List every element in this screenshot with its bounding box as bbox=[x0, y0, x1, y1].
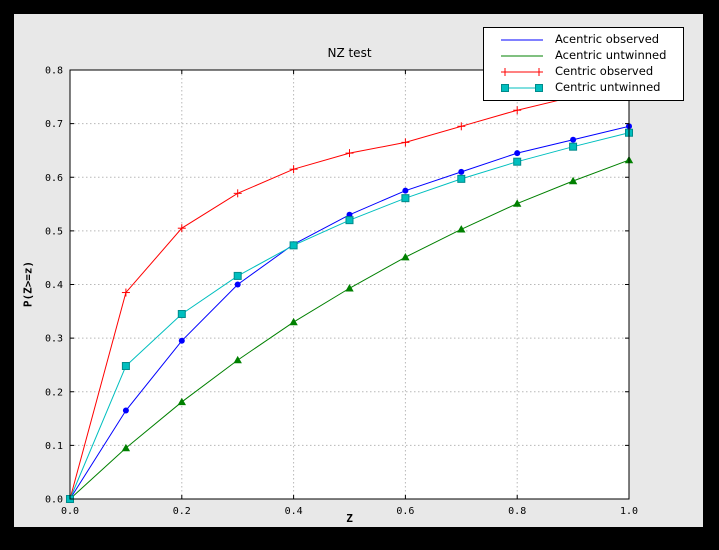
circle-marker bbox=[514, 150, 521, 157]
chart-title: NZ test bbox=[327, 46, 372, 60]
triangle-marker bbox=[457, 225, 466, 233]
y-tick-label: 0.8 bbox=[45, 66, 63, 77]
legend-swatch-acentric-untwinned bbox=[501, 55, 543, 57]
legend-label-acentric-untwinned: Acentric untwinned bbox=[555, 48, 667, 63]
square-marker bbox=[513, 157, 522, 166]
circle-marker bbox=[402, 187, 409, 194]
legend-label-acentric-observed: Acentric observed bbox=[555, 32, 660, 47]
square-marker bbox=[233, 271, 242, 280]
square-marker bbox=[345, 216, 354, 225]
circle-marker bbox=[570, 136, 577, 143]
square-marker bbox=[121, 362, 130, 371]
triangle-marker bbox=[121, 443, 131, 452]
square-marker bbox=[177, 309, 186, 318]
legend-item-centric-untwinned: Centric untwinned bbox=[500, 82, 683, 94]
triangle-marker bbox=[233, 355, 242, 364]
square-marker bbox=[289, 241, 298, 250]
x-tick-label: 0.2 bbox=[173, 506, 191, 517]
y-tick-label: 0.4 bbox=[45, 280, 63, 291]
circle-marker bbox=[178, 337, 185, 344]
x-tick-label: 0.8 bbox=[508, 506, 526, 517]
legend-item-acentric-observed: Acentric observed bbox=[500, 34, 683, 46]
y-tick-label: 0.6 bbox=[45, 173, 63, 184]
square-marker bbox=[569, 142, 578, 151]
y-tick-label: 0.3 bbox=[45, 334, 63, 345]
legend-item-acentric-untwinned: Acentric untwinned bbox=[500, 50, 683, 62]
x-tick-label: 0.0 bbox=[61, 506, 79, 517]
circle-marker bbox=[458, 168, 465, 175]
y-tick-label: 0.7 bbox=[45, 119, 63, 130]
square-marker bbox=[535, 84, 543, 92]
y-tick-label: 0.5 bbox=[45, 226, 63, 237]
circle-marker bbox=[234, 281, 241, 288]
triangle-marker bbox=[568, 176, 578, 185]
square-marker bbox=[457, 174, 466, 183]
series-acentric-untwinned bbox=[65, 155, 634, 503]
y-tick-label: 0.1 bbox=[45, 441, 63, 452]
x-axis-label: Z bbox=[346, 512, 353, 525]
circle-marker bbox=[122, 407, 129, 414]
legend-swatch-acentric-observed bbox=[501, 39, 543, 41]
triangle-marker bbox=[177, 397, 186, 406]
triangle-marker bbox=[289, 317, 298, 326]
legend-box: Acentric observed Acentric untwinned Cen… bbox=[483, 27, 684, 101]
legend-swatch-centric-observed bbox=[501, 68, 543, 76]
x-tick-label: 0.6 bbox=[396, 506, 414, 517]
y-tick-label: 0.0 bbox=[45, 495, 63, 506]
triangle-marker bbox=[345, 284, 354, 292]
triangle-marker bbox=[513, 199, 522, 207]
x-tick-label: 1.0 bbox=[620, 506, 638, 517]
triangle-marker bbox=[401, 252, 410, 261]
axis-ticks: 0.0 0.2 0.4 0.6 0.8 1.0 0.0 0.1 0.2 0.3 0.4 0.5 0.6 0… bbox=[45, 66, 638, 518]
legend-label-centric-untwinned: Centric untwinned bbox=[555, 80, 661, 95]
legend-label-centric-observed: Centric observed bbox=[555, 64, 654, 79]
legend-item-centric-observed: Centric observed bbox=[500, 66, 683, 78]
x-tick-label: 0.4 bbox=[285, 506, 303, 517]
y-tick-label: 0.2 bbox=[45, 387, 63, 398]
square-marker bbox=[401, 194, 410, 203]
legend-swatch-centric-untwinned bbox=[501, 84, 543, 92]
y-axis-label: P(Z>=z) bbox=[21, 260, 35, 308]
square-marker bbox=[501, 84, 509, 92]
